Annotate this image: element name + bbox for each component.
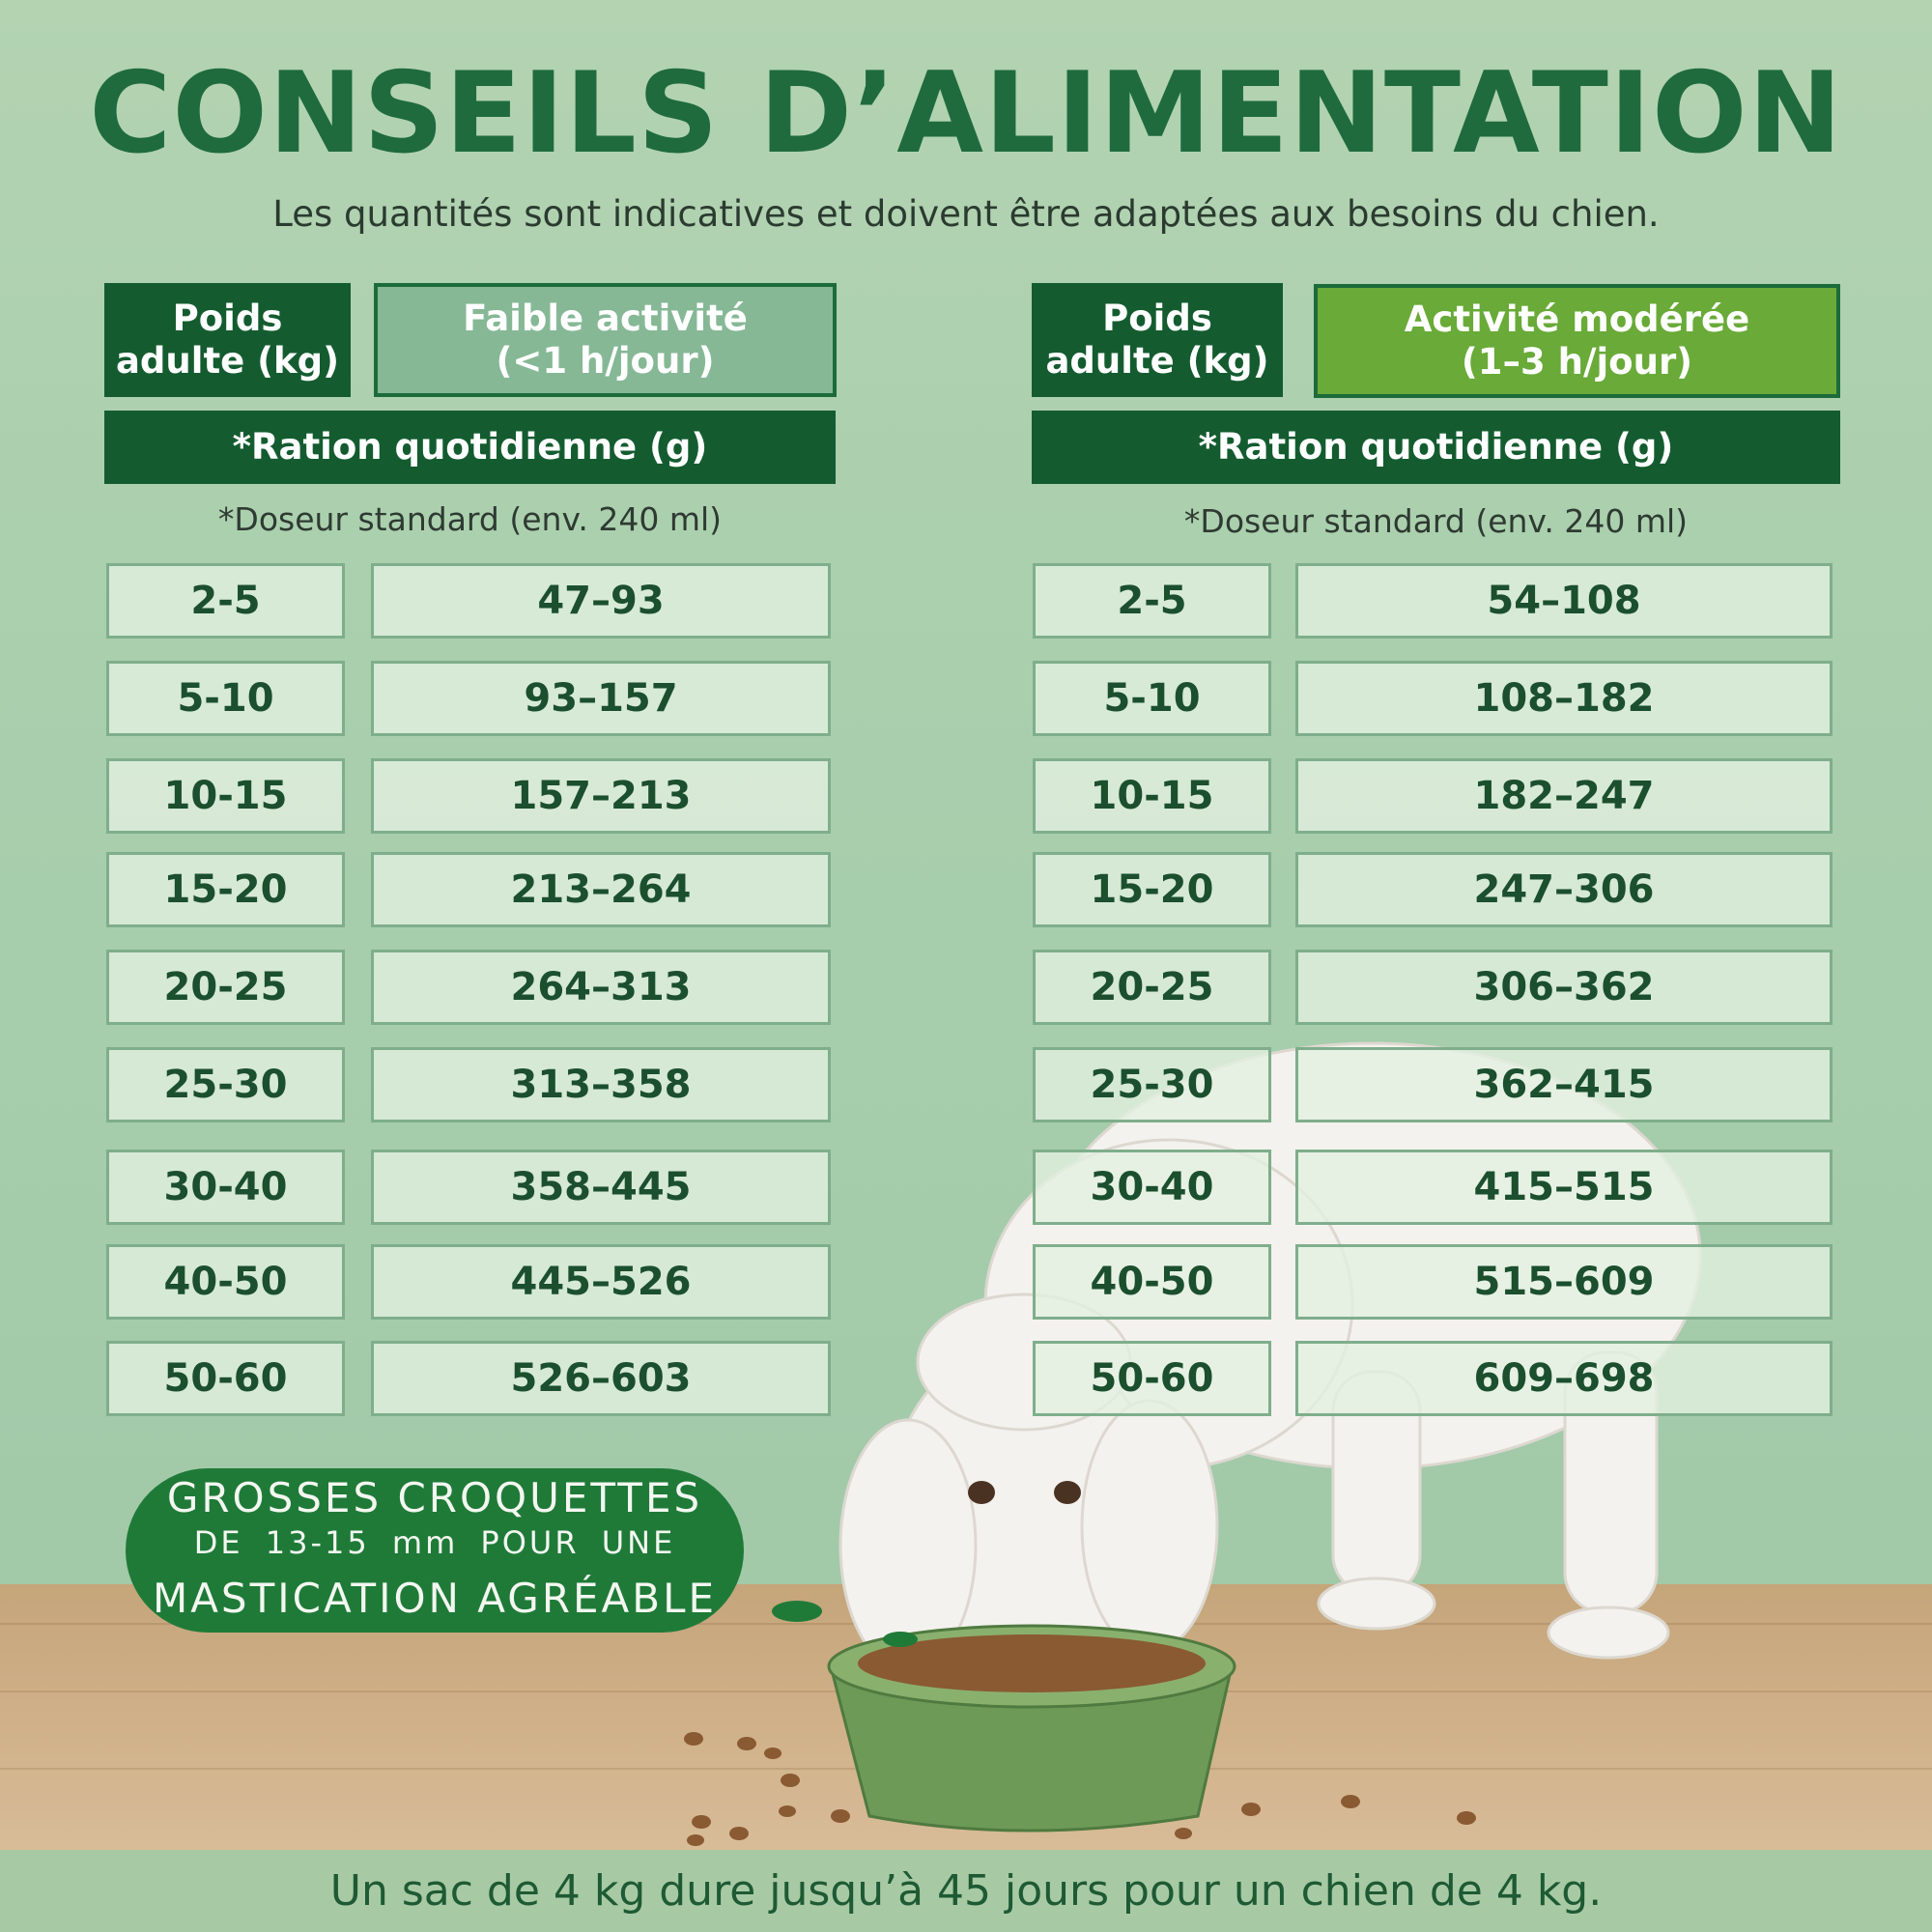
ration-cell: 247–306 (1295, 852, 1833, 927)
weight-cell: 15-20 (1033, 852, 1271, 927)
ration-cell: 445–526 (371, 1244, 831, 1320)
weight-cell: 15-20 (106, 852, 345, 927)
weight-cell: 20-25 (106, 950, 345, 1025)
weight-header-line-1: Poids (172, 297, 283, 339)
footer-band: Un sac de 4 kg dure jusqu’à 45 jours pou… (0, 1850, 1932, 1932)
weight-header-line-2: adulte (kg) (115, 340, 340, 382)
weight-cell: 30-40 (1033, 1150, 1271, 1225)
weight-header-line-1: Poids (1102, 297, 1212, 339)
activity-header-line-1: Faible activité (463, 297, 748, 339)
doseur-note: *Doseur standard (env. 240 ml) (217, 500, 723, 538)
activity-header-line-2: (1–3 h/jour) (1461, 341, 1693, 383)
weight-header: Poids adulte (kg) (1032, 283, 1283, 397)
badge-line-3: MASTICATION AGRÉABLE (152, 1575, 718, 1622)
weight-cell: 2-5 (1033, 563, 1271, 639)
ration-cell: 54–108 (1295, 563, 1833, 639)
ration-header: *Ration quotidienne (g) (104, 411, 836, 484)
weight-cell: 30-40 (106, 1150, 345, 1225)
ration-cell: 213–264 (371, 852, 831, 927)
ration-cell: 47–93 (371, 563, 831, 639)
weight-cell: 25-30 (1033, 1047, 1271, 1122)
ration-cell: 264–313 (371, 950, 831, 1025)
weight-cell: 50-60 (106, 1341, 345, 1416)
ration-cell: 515–609 (1295, 1244, 1833, 1320)
footer-note: Un sac de 4 kg dure jusqu’à 45 jours pou… (329, 1866, 1603, 1916)
weight-header-line-2: adulte (kg) (1045, 340, 1269, 382)
weight-cell: 5-10 (1033, 661, 1271, 736)
ration-cell: 182–247 (1295, 758, 1833, 834)
weight-cell: 40-50 (1033, 1244, 1271, 1320)
doseur-note: *Doseur standard (env. 240 ml) (1183, 502, 1689, 540)
ration-header: *Ration quotidienne (g) (1032, 411, 1840, 484)
badge-line-1: GROSSES CROQUETTES (166, 1474, 703, 1521)
weight-cell: 10-15 (1033, 758, 1271, 834)
activity-header-moderate: Activité modérée (1–3 h/jour) (1314, 284, 1840, 398)
ration-cell: 358–445 (371, 1150, 831, 1225)
activity-header-line-1: Activité modérée (1404, 298, 1750, 340)
weight-header: Poids adulte (kg) (104, 283, 351, 397)
weight-cell: 50-60 (1033, 1341, 1271, 1416)
ration-cell: 362–415 (1295, 1047, 1833, 1122)
ration-cell: 609–698 (1295, 1341, 1833, 1416)
ration-cell: 313–358 (371, 1047, 831, 1122)
ration-cell: 157–213 (371, 758, 831, 834)
badge-line-2: DE 13-15 mm POUR UNE (193, 1524, 676, 1561)
page-title: CONSEILS D’ALIMENTATION (89, 48, 1843, 179)
weight-cell: 40-50 (106, 1244, 345, 1320)
kibble-size-badge: GROSSES CROQUETTES DE 13-15 mm POUR UNE … (126, 1468, 744, 1633)
weight-cell: 25-30 (106, 1047, 345, 1122)
ration-cell: 306–362 (1295, 950, 1833, 1025)
ration-cell: 415–515 (1295, 1150, 1833, 1225)
ration-cell: 526–603 (371, 1341, 831, 1416)
ration-cell: 93–157 (371, 661, 831, 736)
weight-cell: 2-5 (106, 563, 345, 639)
ration-cell: 108–182 (1295, 661, 1833, 736)
activity-header-low: Faible activité (<1 h/jour) (374, 283, 837, 397)
weight-cell: 5-10 (106, 661, 345, 736)
weight-cell: 10-15 (106, 758, 345, 834)
weight-cell: 20-25 (1033, 950, 1271, 1025)
activity-header-line-2: (<1 h/jour) (496, 340, 715, 382)
page-subtitle: Les quantités sont indicatives et doiven… (272, 193, 1660, 235)
